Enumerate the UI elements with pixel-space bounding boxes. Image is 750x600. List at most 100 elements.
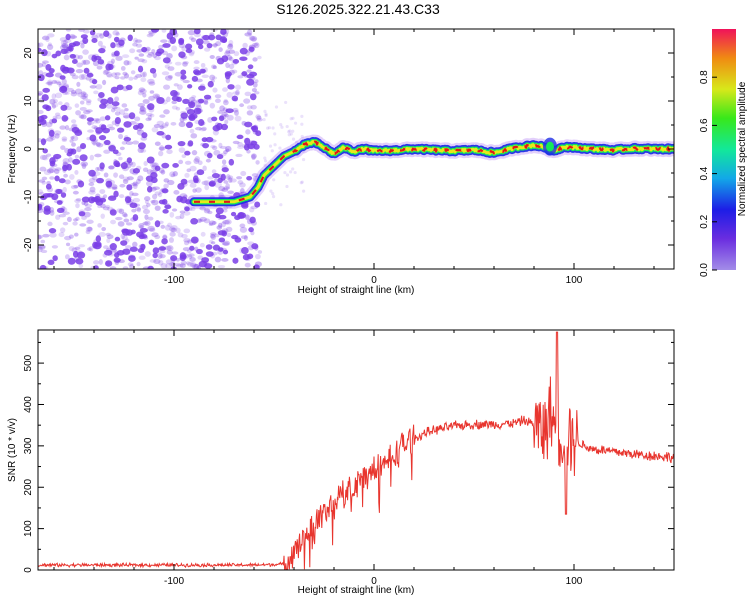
noise-point (224, 72, 231, 80)
noise-point (291, 129, 295, 133)
noise-point (59, 227, 66, 233)
noise-point (173, 83, 179, 87)
y-tick-label: 100 (23, 520, 34, 537)
noise-point (238, 212, 247, 219)
noise-point (220, 221, 226, 228)
noise-point (203, 263, 213, 269)
noise-point (116, 84, 124, 91)
noise-point (43, 265, 49, 269)
noise-point (142, 99, 150, 104)
noise-point (156, 120, 164, 126)
noise-point (201, 257, 210, 263)
noise-point (244, 32, 252, 37)
noise-point (58, 232, 65, 238)
noise-point (38, 234, 44, 239)
noise-point (152, 247, 160, 254)
noise-point (148, 95, 155, 101)
noise-point (189, 183, 197, 188)
noise-point (111, 101, 120, 107)
noise-point (250, 205, 258, 210)
noise-point (173, 91, 181, 97)
noise-point (54, 80, 61, 84)
colorbar: 0.0 0.2 0.4 0.6 0.8 Normalized spectral ampl… (699, 29, 748, 277)
noise-point (219, 114, 227, 120)
noise-point (112, 30, 120, 36)
noise-point (154, 220, 161, 228)
noise-point (183, 240, 190, 246)
noise-point (222, 240, 231, 246)
noise-point (160, 39, 168, 43)
noise-point (180, 112, 188, 119)
chart-title: S126.2025.322.21.43.C33 (276, 1, 440, 17)
noise-point (227, 190, 234, 194)
noise-point (71, 119, 77, 124)
noise-point (110, 108, 116, 113)
noise-point (209, 233, 216, 239)
noise-point (159, 114, 166, 118)
noise-point (49, 119, 54, 125)
noise-point (95, 235, 102, 243)
noise-point (221, 38, 228, 43)
noise-point (241, 71, 248, 77)
noise-point (146, 202, 151, 207)
noise-point (183, 194, 188, 199)
noise-point (209, 74, 216, 81)
noise-point (285, 173, 290, 177)
noise-point (240, 72, 247, 77)
noise-point (54, 188, 61, 195)
noise-point (234, 109, 239, 116)
noise-point (195, 103, 202, 108)
noise-point (199, 68, 206, 74)
noise-point (149, 259, 157, 263)
noise-point (186, 168, 192, 173)
noise-point (48, 228, 57, 234)
noise-point (294, 140, 299, 144)
noise-point (189, 245, 195, 251)
noise-point (285, 184, 289, 189)
noise-point (225, 226, 233, 233)
noise-point (123, 121, 132, 128)
noise-point (196, 218, 202, 223)
noise-point (252, 130, 259, 135)
ridge-blob-core (546, 141, 554, 152)
noise-point (169, 29, 178, 36)
noise-point (215, 34, 222, 41)
noise-point (263, 156, 267, 160)
noise-point (140, 148, 147, 153)
noise-point (132, 241, 138, 248)
noise-point (225, 183, 230, 190)
noise-point (152, 193, 158, 200)
noise-point (143, 161, 148, 166)
noise-point (132, 171, 139, 176)
noise-point (103, 139, 111, 146)
noise-point (76, 62, 83, 68)
noise-point (175, 107, 181, 111)
noise-point (91, 79, 98, 85)
noise-point (136, 231, 144, 238)
noise-point (74, 169, 79, 175)
colorbar-tick-label: 0.8 (699, 70, 710, 84)
noise-point (216, 154, 224, 160)
noise-point (54, 133, 60, 139)
noise-point (79, 223, 87, 227)
noise-point (216, 122, 223, 131)
noise-point (124, 195, 132, 199)
noise-point (122, 248, 131, 255)
noise-point (178, 159, 184, 165)
noise-point (87, 119, 92, 126)
noise-point (101, 226, 107, 232)
noise-point (165, 134, 172, 141)
noise-point (181, 182, 188, 187)
noise-point (77, 92, 85, 98)
noise-point (140, 243, 146, 251)
noise-point (122, 235, 128, 242)
noise-point (125, 200, 134, 206)
noise-point (42, 87, 50, 93)
noise-point (223, 150, 228, 155)
noise-point (169, 211, 175, 218)
noise-point (77, 251, 84, 257)
noise-point (46, 153, 52, 157)
noise-point (97, 223, 102, 228)
noise-point (89, 78, 97, 84)
noise-point (74, 199, 81, 204)
